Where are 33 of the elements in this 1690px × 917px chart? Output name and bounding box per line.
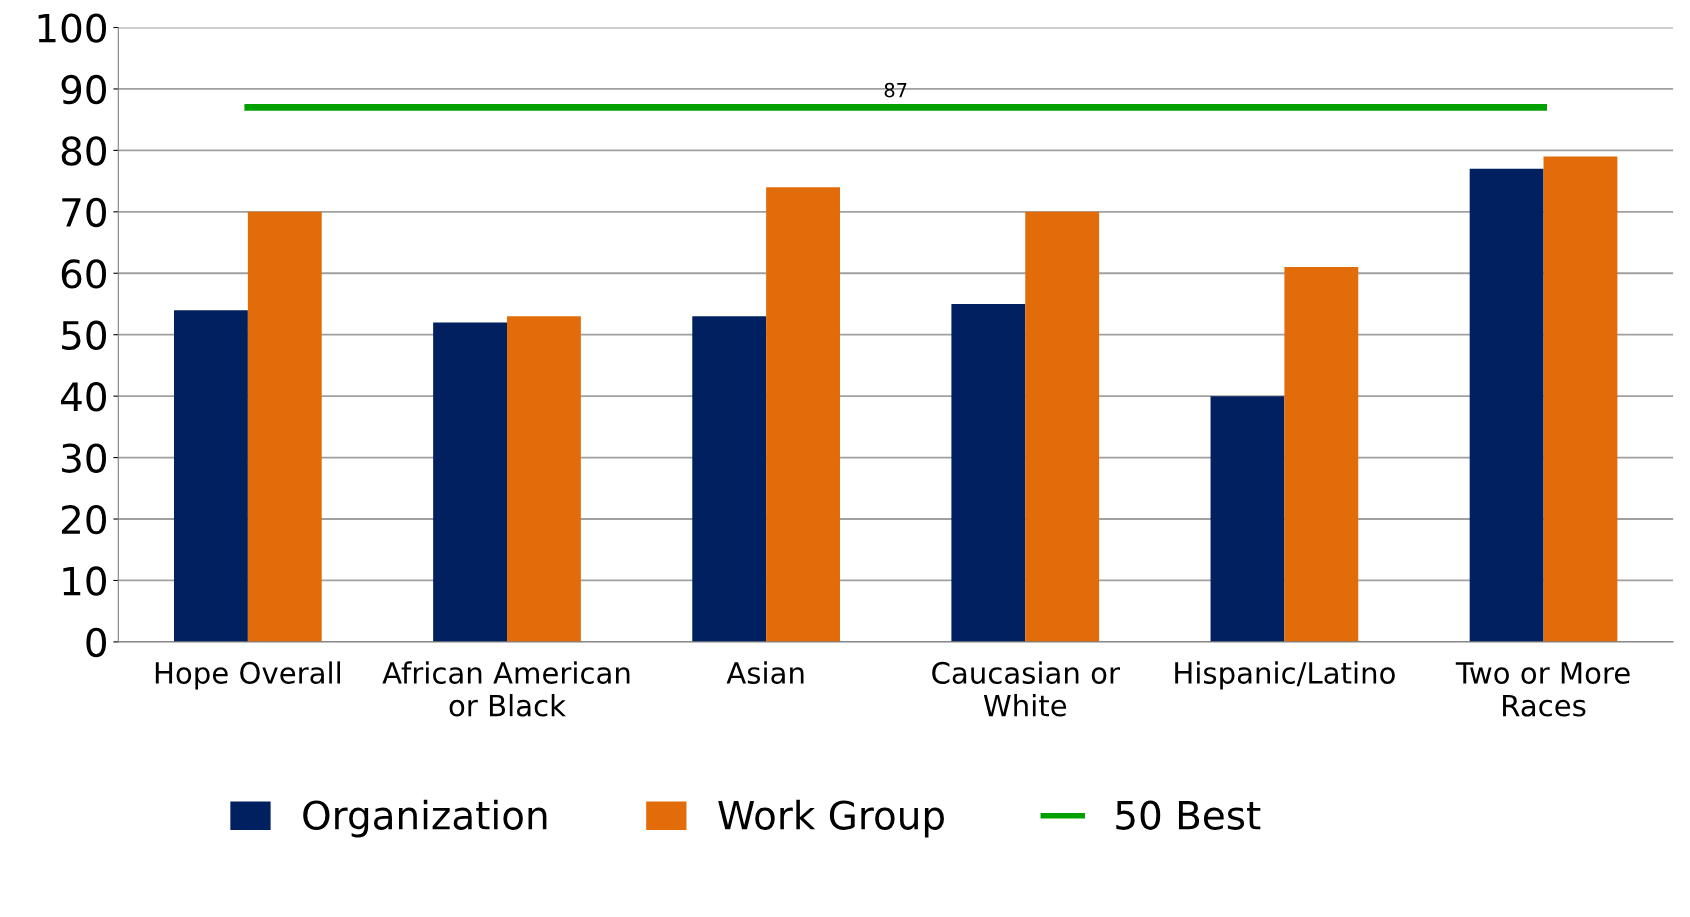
bar [433, 322, 507, 642]
legend-label: Work Group [718, 799, 944, 838]
x-tick-label: African American or Black [382, 661, 630, 717]
y-tick-label: 0 [86, 627, 106, 658]
bar [1210, 396, 1285, 642]
bar [1025, 211, 1100, 642]
bar [1469, 168, 1544, 642]
bar [766, 187, 840, 642]
y-tick-label: 40 [60, 382, 106, 412]
y-tick-label: 80 [61, 136, 106, 166]
y-tick-label: 70 [62, 197, 106, 228]
y-tick-label: 20 [61, 504, 106, 535]
y-tick-label: 10 [63, 566, 106, 596]
x-tick-label: Caucasian or White [932, 661, 1120, 717]
bar [951, 303, 1026, 642]
y-tick-label: 90 [61, 74, 106, 105]
annotation: 87 [884, 82, 907, 98]
legend-label: 50 Best [1116, 800, 1261, 830]
x-tick-label: Hispanic/Latino [1175, 661, 1395, 690]
y-tick-label: 60 [61, 259, 106, 289]
x-tick-label: Asian [726, 661, 804, 684]
bar [174, 310, 248, 642]
legend-label: Organization [303, 799, 547, 838]
y-tick-label: 100 [38, 13, 106, 43]
bar [1284, 267, 1359, 642]
x-tick-label: Two or More Races [1455, 662, 1630, 717]
bar [507, 316, 581, 642]
bar [692, 316, 767, 642]
bar [247, 211, 322, 642]
x-tick-label: Hope Overall [155, 661, 340, 690]
bar [1543, 156, 1618, 642]
y-tick-label: 50 [62, 320, 106, 351]
y-tick-label: 30 [62, 443, 106, 473]
